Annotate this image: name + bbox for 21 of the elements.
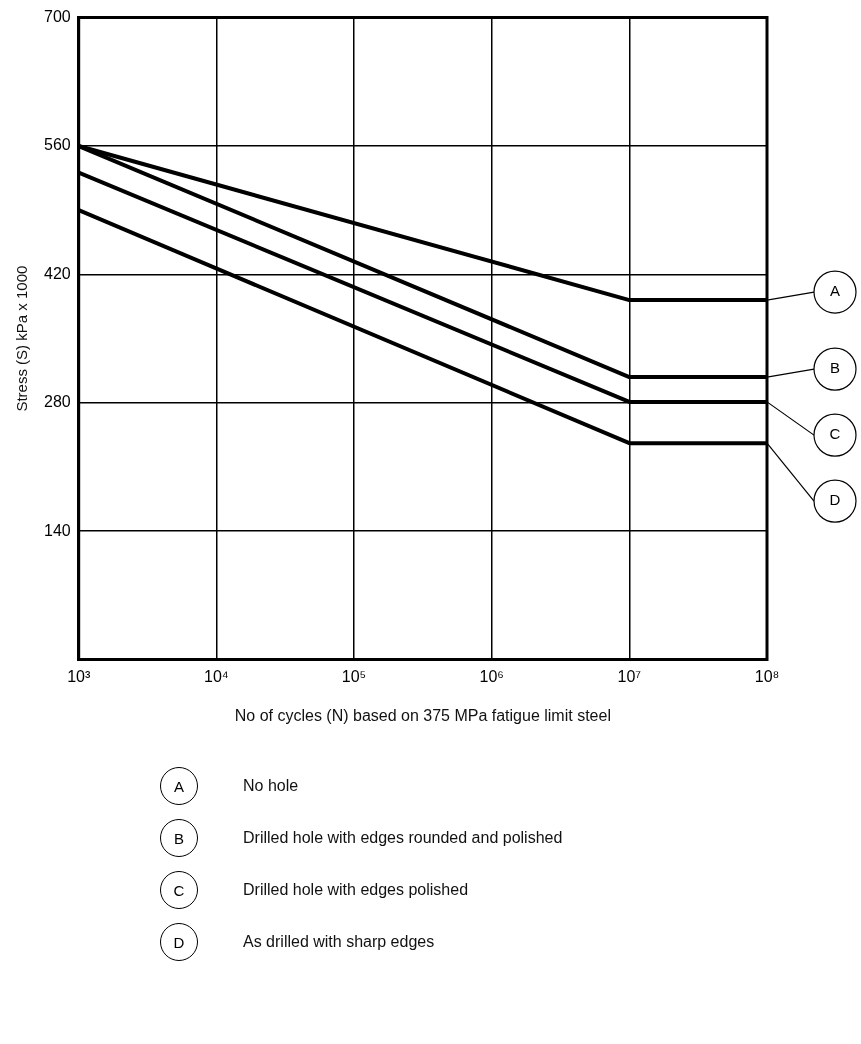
- text: Drilled hole with edges rounded and polished: [243, 829, 563, 847]
- y-axis-title: Stress (S) kPa x 1000: [13, 265, 31, 412]
- legend-label: A: [829, 282, 841, 300]
- y-tick-label: 560: [43, 136, 71, 154]
- text: D: [829, 491, 841, 509]
- x-tick-label: 10⁴: [204, 667, 229, 685]
- x-tick-label: 10⁵: [341, 667, 367, 685]
- x-tick-label: 10³: [67, 667, 91, 685]
- x-axis-title: No of cycles (N) based on 375 MPa fatigue limit steel: [234, 706, 611, 724]
- text: As drilled with sharp edges: [243, 933, 435, 951]
- y-tick-label: 420: [43, 264, 71, 282]
- x-tick-label: 10⁸: [754, 667, 780, 685]
- x-tick-label: 10⁶: [479, 667, 504, 685]
- y-tick-label: 280: [43, 393, 71, 411]
- text: No hole: [243, 777, 299, 795]
- x-tick-label: 10⁷: [617, 667, 642, 685]
- text: C: [829, 425, 841, 443]
- y-tick-label: 700: [43, 8, 71, 26]
- legend-label: B: [829, 359, 841, 377]
- y-tick-label: 140: [43, 521, 71, 539]
- text: Drilled hole with edges polished: [243, 881, 469, 899]
